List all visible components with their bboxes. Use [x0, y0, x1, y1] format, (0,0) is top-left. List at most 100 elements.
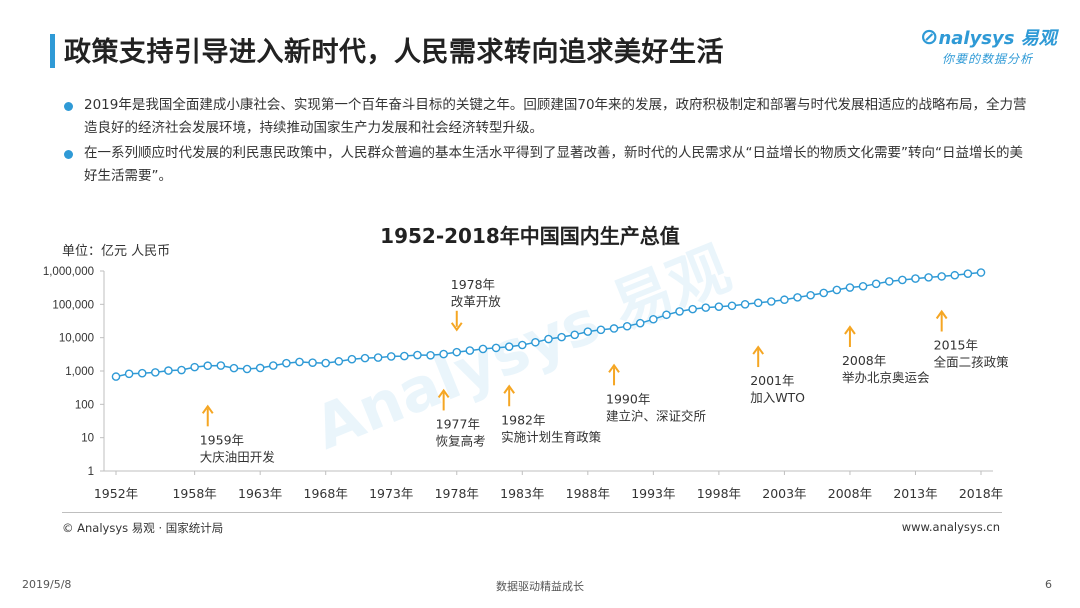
logo-main-text: nalysys 易观: [938, 28, 1057, 49]
gdp-data-point: [701, 303, 711, 312]
x-tick-label: 1968年: [304, 486, 348, 501]
page-title: 政策支持引导进入新时代，人民需求转向追求美好生活: [64, 37, 724, 68]
title-accent-bar: [50, 34, 55, 68]
gdp-data-point: [635, 318, 645, 328]
gdp-data-point: [439, 349, 448, 359]
gdp-data-point: [478, 344, 488, 354]
x-tick-label: 1998年: [697, 486, 741, 501]
gdp-data-point: [164, 366, 173, 375]
gdp-data-point: [793, 293, 802, 302]
x-tick-label: 1963年: [238, 486, 282, 501]
gdp-data-point: [609, 324, 619, 333]
gdp-data-point: [413, 350, 422, 360]
x-tick-label: 2003年: [762, 486, 806, 501]
y-tick-label: 1: [88, 466, 94, 478]
annotation-label: 1990年: [606, 391, 650, 406]
x-tick-label: 1993年: [631, 486, 675, 501]
x-tick-label: 1952年: [94, 486, 138, 501]
gdp-data-point: [557, 332, 566, 342]
gdp-data-point: [924, 273, 933, 282]
gdp-data-point: [976, 268, 986, 277]
gdp-data-point: [268, 361, 278, 370]
annotation-arrowhead-icon: [450, 322, 463, 332]
annotation-label: 1977年: [436, 416, 480, 431]
bullet-dot-icon: [64, 150, 73, 159]
gdp-data-point: [386, 352, 396, 361]
x-tick-label: 1988年: [566, 486, 610, 501]
gdp-data-point: [373, 353, 383, 362]
annotation-label: 大庆油田开发: [200, 449, 276, 464]
gdp-data-point: [583, 327, 593, 336]
gdp-data-point: [124, 369, 134, 379]
gdp-data-point: [819, 288, 829, 298]
gdp-data-point: [400, 351, 409, 361]
logo-tagline: 你要的数据分析: [942, 52, 1034, 66]
analysys-logo: ⊘nalysys 易观 你要的数据分析: [920, 25, 1057, 66]
gdp-data-point: [884, 277, 894, 286]
chart-title: 1952-2018年中国国内生产总值: [380, 224, 680, 248]
bullet-list: 2019年是我国全面建成小康社会、实现第一个百年奋斗目标的关键之年。回顾建国70…: [62, 94, 1032, 190]
gdp-data-point: [544, 334, 553, 344]
source-note: © Analysys 易观 · 国家统计局: [62, 521, 224, 535]
chart-unit-label: 单位：亿元 人民币: [62, 244, 171, 259]
gdp-data-point: [504, 342, 514, 351]
gdp-data-point: [911, 274, 920, 283]
gdp-data-point: [950, 270, 960, 280]
annotation-label: 2015年: [934, 337, 978, 352]
annotation-label: 建立沪、深证交所: [606, 408, 706, 423]
annotation-arrowhead-icon: [201, 404, 214, 414]
annotation-arrowhead-icon: [608, 363, 620, 373]
annotation-label: 举办北京奥运会: [842, 370, 930, 385]
gdp-data-point: [649, 314, 658, 324]
website-url: www.analysys.cn: [901, 520, 1000, 534]
gdp-data-point: [662, 310, 671, 320]
gdp-data-point: [308, 358, 317, 367]
annotation-label: 1978年: [451, 277, 495, 292]
gdp-data-point: [898, 275, 907, 285]
y-tick-label: 1,000: [65, 366, 94, 378]
y-tick-label: 1,000,000: [43, 266, 94, 278]
annotation-label: 2008年: [842, 353, 886, 368]
gdp-data-point: [151, 368, 160, 377]
annotation-label: 2001年: [750, 373, 794, 388]
bullet-item: 2019年是我国全面建成小康社会、实现第一个百年奋斗目标的关键之年。回顾建国70…: [62, 94, 1032, 140]
annotation-label: 实施计划生育政策: [501, 429, 602, 444]
gdp-data-point: [753, 298, 763, 308]
gdp-data-point: [963, 269, 973, 278]
annotation-arrowhead-icon: [503, 384, 515, 394]
annotation-label: 全面二孩政策: [934, 354, 1010, 369]
x-tick-label: 2008年: [828, 486, 872, 501]
gdp-data-point: [622, 321, 632, 331]
annotation-arrowhead-icon: [752, 345, 765, 355]
footer-divider: [62, 512, 1002, 513]
annotation-arrowhead-icon: [844, 325, 856, 335]
x-tick-label: 1958年: [172, 486, 216, 501]
gdp-data-point: [242, 364, 252, 374]
bullet-text: 在一系列顺应时代发展的利民惠民政策中，人民群众普遍的基本生活水平得到了显著改善，…: [84, 145, 1023, 184]
gdp-data-point: [452, 347, 462, 357]
gdp-data-point: [714, 302, 724, 311]
annotation-arrowhead-icon: [935, 309, 948, 320]
gdp-data-point: [531, 337, 540, 347]
x-tick-label: 2018年: [959, 486, 1003, 501]
y-tick-label: 10,000: [59, 333, 94, 345]
gdp-data-point: [832, 285, 842, 295]
gdp-data-point: [203, 361, 213, 371]
x-tick-label: 1973年: [369, 486, 413, 501]
bullet-text: 2019年是我国全面建成小康社会、实现第一个百年奋斗目标的关键之年。回顾建国70…: [84, 97, 1027, 136]
gdp-data-point: [845, 283, 855, 292]
gdp-data-point: [426, 350, 435, 360]
gdp-data-point: [229, 363, 239, 373]
gdp-data-point: [675, 307, 684, 316]
gdp-data-point: [321, 358, 330, 368]
annotation-label: 改革开放: [451, 294, 502, 309]
gdp-data-point: [111, 372, 121, 381]
gdp-data-point: [688, 304, 697, 314]
page-number: 6: [1045, 578, 1052, 591]
gdp-data-point: [190, 362, 199, 372]
gdp-data-point: [780, 295, 789, 305]
bullet-dot-icon: [64, 102, 73, 111]
gdp-data-point: [216, 361, 226, 370]
gdp-data-point: [517, 340, 527, 350]
